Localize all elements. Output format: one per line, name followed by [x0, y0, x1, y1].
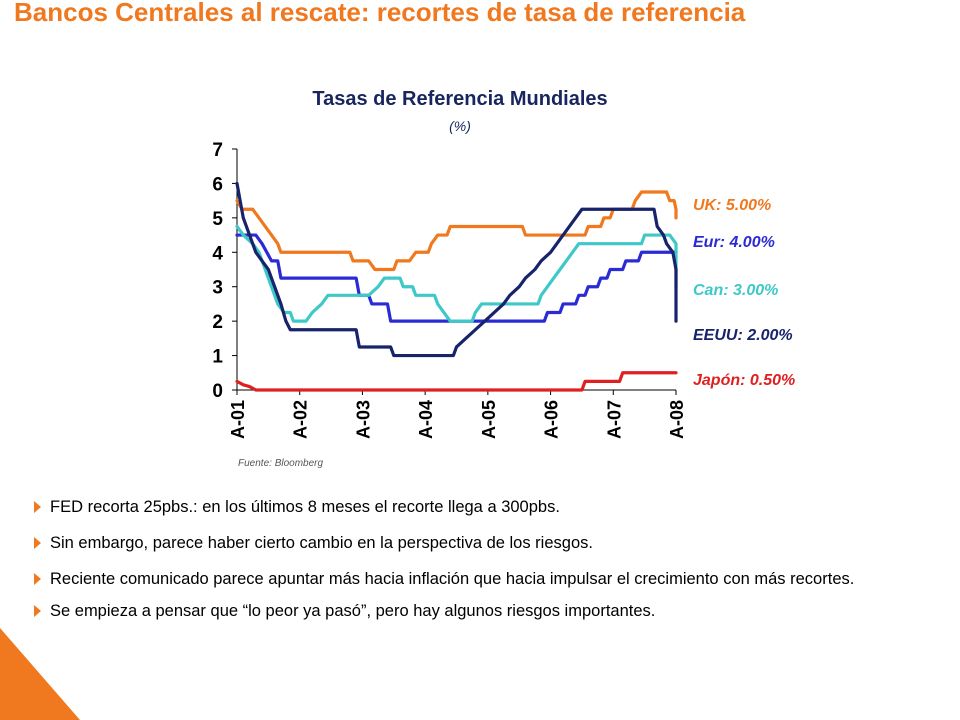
series-label: Can: 3.00% [693, 282, 778, 299]
bullet-arrow-icon [34, 573, 41, 585]
x-tick-label: A-02 [291, 400, 311, 439]
bullet-text: Se empieza a pensar que “lo peor ya pasó… [50, 602, 656, 620]
y-tick-label: 3 [212, 278, 223, 299]
bullet-item: FED recorta 25pbs.: en los últimos 8 mes… [34, 496, 934, 518]
series-line [235, 233, 678, 323]
series-line [235, 190, 678, 272]
y-tick-label: 4 [212, 243, 223, 264]
chart-series-labels: UK: 5.00% Eur: 4.00% Can: 3.00% EEUU: 2.00%… [693, 197, 795, 389]
y-tick-label: 0 [212, 381, 223, 402]
bullet-text: Reciente comunicado parece apuntar más h… [50, 570, 855, 588]
chart-subtitle: (%) [449, 118, 471, 134]
y-tick-label: 5 [212, 209, 223, 230]
bullet-item: Sin embargo, parece haber cierto cambio … [34, 532, 934, 554]
bullet-item: Reciente comunicado parece apuntar más h… [34, 568, 934, 590]
chart-title: Tasas de Referencia Mundiales [312, 88, 608, 110]
slide-title: Bancos Centrales al rescate: recortes de… [14, 0, 746, 27]
y-tick-label: 2 [212, 312, 223, 333]
chart-axes: 0 1 2 3 4 5 6 7 A-01 A-02 A-03 A-04 A-05 A-06 A-07 A-08 [212, 140, 687, 439]
bullet-arrow-icon [34, 537, 41, 549]
y-tick-label: 6 [212, 174, 223, 195]
corner-decoration [0, 628, 80, 720]
x-tick-label: A-05 [479, 400, 499, 439]
chart-series [235, 181, 678, 392]
x-tick-label: A-04 [416, 400, 436, 439]
chart-source: Fuente: Bloomberg [238, 458, 324, 469]
bullet-list: FED recorta 25pbs.: en los últimos 8 mes… [34, 496, 934, 636]
series-label: Japón: 0.50% [693, 372, 795, 389]
y-tick-label: 7 [212, 140, 223, 161]
x-tick-label: A-06 [542, 400, 562, 439]
y-tick-label: 1 [212, 347, 223, 368]
x-tick-label: A-01 [228, 400, 248, 439]
bullet-text: FED recorta 25pbs.: en los últimos 8 mes… [50, 498, 560, 516]
series-line [235, 371, 678, 392]
x-tick-label: A-08 [667, 400, 687, 439]
bullet-arrow-icon [34, 605, 41, 617]
series-label: Eur: 4.00% [693, 234, 775, 251]
bullet-text: Sin embargo, parece haber cierto cambio … [50, 534, 593, 552]
bullet-arrow-icon [34, 501, 41, 513]
series-line [235, 181, 678, 358]
series-label: UK: 5.00% [693, 197, 771, 214]
bullet-item: Se empieza a pensar que “lo peor ya pasó… [34, 600, 934, 622]
x-tick-label: A-03 [353, 400, 373, 439]
series-label: EEUU: 2.00% [693, 327, 793, 344]
x-tick-label: A-07 [604, 400, 624, 439]
